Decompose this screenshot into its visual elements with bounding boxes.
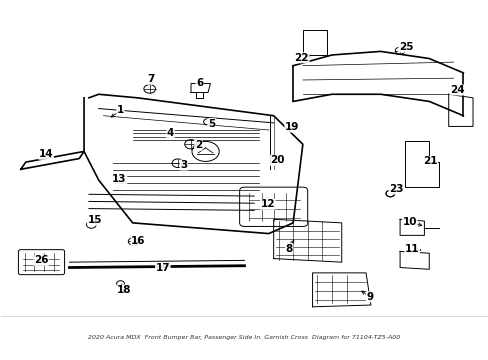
Text: 12: 12: [260, 199, 275, 209]
Text: 2020 Acura MDX  Front Bumper Bar, Passenger Side In. Garnish Cross  Diagram for : 2020 Acura MDX Front Bumper Bar, Passeng…: [88, 335, 400, 340]
Text: 16: 16: [131, 236, 145, 246]
Text: 24: 24: [449, 85, 464, 95]
Text: 19: 19: [285, 122, 299, 132]
Text: 11: 11: [404, 244, 419, 253]
Text: 14: 14: [39, 149, 53, 159]
Text: 17: 17: [155, 262, 170, 273]
Text: 15: 15: [87, 215, 102, 225]
Text: 25: 25: [398, 42, 412, 52]
Text: 18: 18: [117, 285, 131, 295]
Text: 7: 7: [147, 74, 155, 84]
Text: 2: 2: [194, 140, 202, 150]
Text: 3: 3: [180, 160, 187, 170]
Text: 26: 26: [34, 255, 48, 265]
Text: 6: 6: [196, 78, 203, 88]
Text: 23: 23: [388, 184, 403, 194]
Text: 22: 22: [294, 53, 308, 63]
Text: 4: 4: [166, 128, 174, 138]
Text: 9: 9: [366, 292, 373, 302]
Text: 20: 20: [270, 156, 284, 165]
Text: 5: 5: [207, 118, 215, 129]
Text: 13: 13: [112, 174, 126, 184]
Text: 10: 10: [402, 217, 416, 227]
Text: 8: 8: [285, 244, 292, 253]
Text: 1: 1: [117, 105, 124, 115]
Text: 21: 21: [422, 157, 437, 166]
